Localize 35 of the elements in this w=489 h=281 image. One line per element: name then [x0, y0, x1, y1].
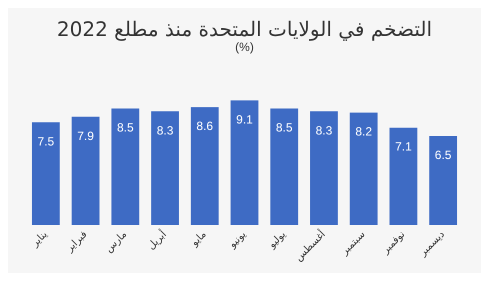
x-tick-label: نوفمبر: [380, 229, 408, 257]
x-tick-label: يونيو: [226, 228, 249, 251]
data-label: 7.9: [77, 128, 94, 143]
data-label: 9.1: [236, 112, 254, 126]
bar: [111, 108, 140, 225]
x-tick-label: يوليو: [266, 228, 288, 252]
data-label: 8.6: [196, 119, 214, 134]
bar: [350, 112, 378, 225]
bar: [32, 122, 60, 225]
data-label: 6.5: [434, 148, 452, 162]
x-tick-label: يناير: [29, 228, 50, 250]
chart-title: التضخم في الولايات المتحدة منذ مطلع 2022: [56, 17, 432, 41]
bar: [270, 108, 298, 225]
x-tick-label: مارس: [103, 229, 130, 255]
x-tick-label: مايو: [188, 229, 209, 250]
data-label: 8.5: [116, 120, 134, 135]
data-label: 8.5: [276, 120, 293, 135]
bar: [151, 111, 179, 225]
data-label: 8.3: [156, 123, 174, 138]
data-label: 7.1: [395, 140, 412, 154]
x-tick-label: سبتمبر: [338, 229, 368, 258]
bar: [390, 128, 418, 225]
bar: [230, 100, 258, 225]
data-label: 7.5: [38, 134, 55, 148]
x-tick-label: ديسمبر: [417, 229, 448, 260]
data-label: 8.2: [355, 124, 372, 139]
x-tick-label: أغسطس: [292, 228, 328, 264]
bar: [190, 107, 219, 225]
x-tick-label: فبراير: [64, 228, 90, 255]
data-label: 8.3: [316, 123, 333, 138]
bar: [72, 116, 100, 225]
bar: [310, 111, 338, 225]
x-tick-label: أبريل: [144, 228, 170, 252]
chart-subtitle: (%): [235, 40, 254, 54]
bar: [429, 136, 458, 225]
